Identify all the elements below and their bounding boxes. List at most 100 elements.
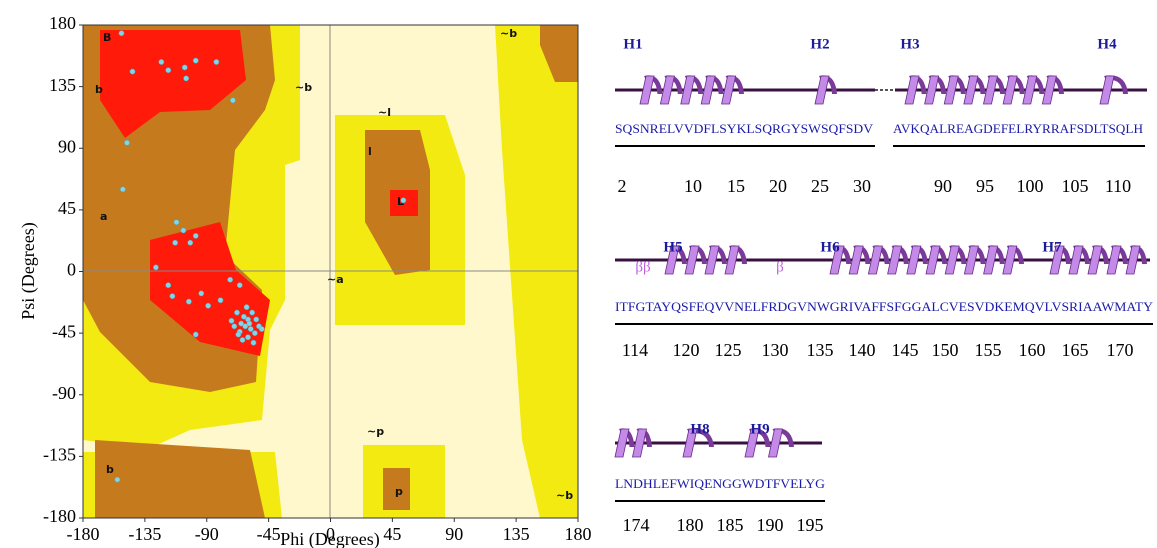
- residue-point: [218, 298, 223, 303]
- residue-number: 190: [757, 515, 784, 535]
- x-tick-label: -45: [257, 524, 281, 544]
- residue-point: [206, 303, 211, 308]
- residue-number: 140: [849, 340, 876, 360]
- residue-number: 120: [673, 340, 700, 360]
- residue-point: [115, 477, 120, 482]
- y-tick-label: 180: [49, 13, 76, 33]
- region-label: b: [95, 83, 103, 96]
- y-tick-label: -45: [52, 321, 76, 341]
- residue-point: [251, 340, 256, 345]
- region-label: ~b: [500, 27, 517, 40]
- x-tick-label: -90: [195, 524, 219, 544]
- residue-point: [234, 310, 239, 315]
- residue-point: [259, 326, 264, 331]
- residue-point: [248, 326, 253, 331]
- x-tick-label: -180: [67, 524, 100, 544]
- residue-point: [186, 299, 191, 304]
- residue-point: [230, 98, 235, 103]
- residue-number: 185: [717, 515, 744, 535]
- residue-number: 30: [853, 176, 871, 196]
- residue-number: 25: [811, 176, 829, 196]
- residue-point: [240, 337, 245, 342]
- residue-point: [166, 283, 171, 288]
- structure-label: H2: [810, 36, 829, 52]
- residue-number: 125: [715, 340, 742, 360]
- residue-number: 105: [1062, 176, 1089, 196]
- residue-point: [228, 277, 233, 282]
- sequence: SQSNRELVVDFLSYKLSQRGYSWSQFSDV: [615, 121, 874, 136]
- residue-point: [159, 59, 164, 64]
- residue-point: [245, 335, 250, 340]
- residue-number: 170: [1107, 340, 1134, 360]
- residue-number: 174: [623, 515, 650, 535]
- residue-point: [229, 318, 234, 323]
- residue-number: 10: [684, 176, 702, 196]
- residue-point: [174, 220, 179, 225]
- residue-point: [244, 305, 249, 310]
- structure-label: H3: [900, 36, 919, 52]
- helix: [830, 245, 1024, 274]
- region-label: p: [395, 485, 403, 498]
- residue-point: [214, 59, 219, 64]
- residue-point: [241, 314, 246, 319]
- structure-label: ββ: [635, 259, 650, 275]
- region-label: ~l: [378, 106, 391, 119]
- x-tick-label: 135: [503, 524, 530, 544]
- residue-point: [193, 233, 198, 238]
- x-tick-label: -135: [128, 524, 161, 544]
- residue-point: [181, 228, 186, 233]
- sequence: ITFGTAYQSFEQVVNELFRDGVNWGRIVAFFSFGGALCVE…: [615, 299, 1154, 314]
- residue-number: 110: [1105, 176, 1131, 196]
- residue-number: 90: [934, 176, 952, 196]
- residue-point: [130, 69, 135, 74]
- y-tick-label: 45: [58, 198, 76, 218]
- structure-label: H7: [1042, 239, 1062, 255]
- x-tick-label: 90: [445, 524, 463, 544]
- region-label: ~a: [327, 273, 344, 286]
- residue-point: [237, 283, 242, 288]
- residue-point: [182, 65, 187, 70]
- residue-point: [119, 31, 124, 36]
- residue-point: [193, 58, 198, 63]
- residue-point: [193, 332, 198, 337]
- residue-number: 165: [1062, 340, 1089, 360]
- residue-point: [239, 321, 244, 326]
- structure-label: H5: [663, 239, 682, 255]
- residue-point: [199, 291, 204, 296]
- sequence: AVKQALREAGDEFELRYRRAFSDLTSQLH: [893, 121, 1143, 136]
- residue-number: 160: [1019, 340, 1046, 360]
- y-axis-title: Psi (Degrees): [18, 222, 39, 319]
- residue-point: [170, 294, 175, 299]
- residue-point: [153, 265, 158, 270]
- residue-point: [173, 240, 178, 245]
- region-label: a: [100, 210, 107, 223]
- y-tick-label: 90: [58, 136, 76, 156]
- structure-label: H1: [623, 36, 642, 52]
- x-tick-label: 45: [383, 524, 401, 544]
- x-tick-label: 0: [326, 524, 335, 544]
- residue-number: 155: [975, 340, 1002, 360]
- region-label: l: [368, 145, 372, 158]
- residue-point: [254, 317, 259, 322]
- residue-point: [252, 331, 257, 336]
- y-tick-label: -180: [43, 506, 76, 526]
- y-tick-label: 0: [67, 260, 76, 280]
- residue-number: 135: [807, 340, 834, 360]
- residue-point: [232, 324, 237, 329]
- structure-label: H8: [690, 421, 709, 437]
- residue-point: [188, 240, 193, 245]
- residue-point: [124, 140, 129, 145]
- helix: [905, 75, 1064, 104]
- residue-point: [401, 198, 406, 203]
- residue-number: 114: [622, 340, 648, 360]
- structure-label: H6: [820, 239, 840, 255]
- residue-point: [236, 332, 241, 337]
- ramachandran-regions: [83, 25, 578, 518]
- y-tick-label: 135: [49, 75, 76, 95]
- residue-point: [120, 187, 125, 192]
- structure-label: H4: [1097, 36, 1117, 52]
- region-label: ~b: [556, 489, 573, 502]
- residue-number: 145: [892, 340, 919, 360]
- region-label: ~p: [367, 425, 384, 438]
- residue-point: [184, 76, 189, 81]
